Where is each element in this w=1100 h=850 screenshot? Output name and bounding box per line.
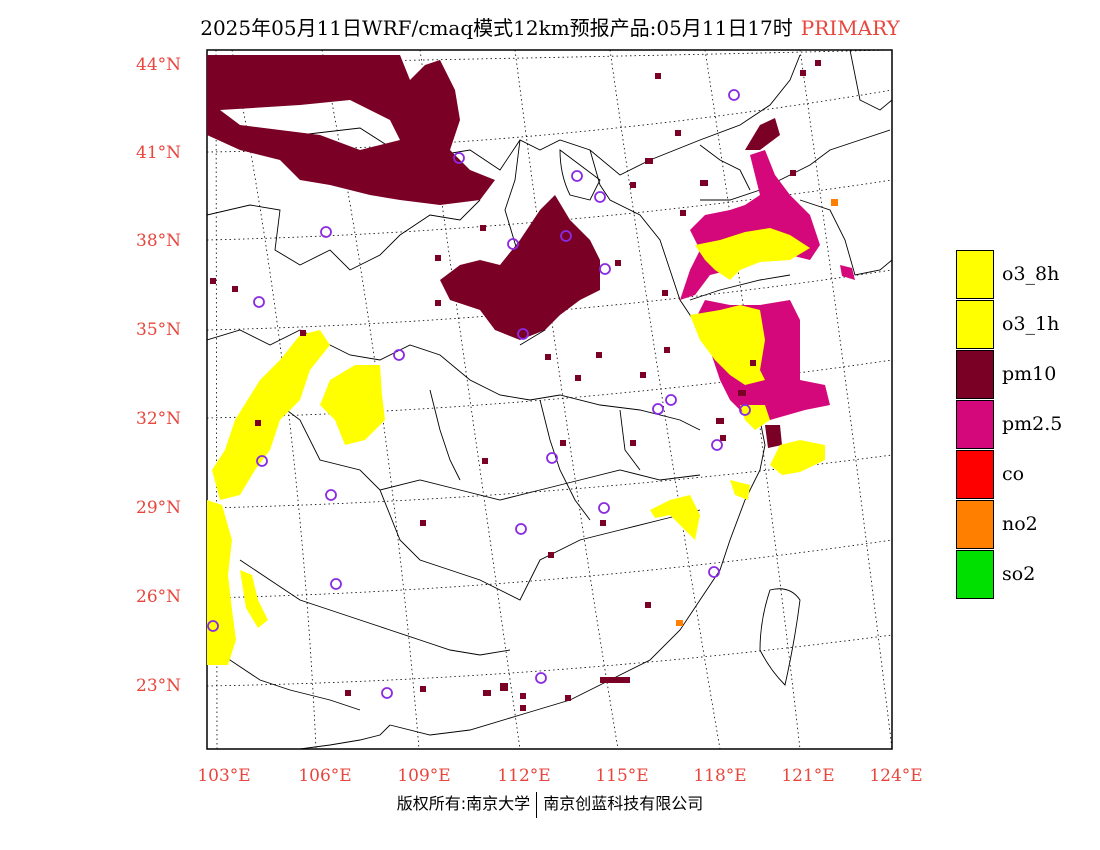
lon-label-106e: 106°E (298, 766, 352, 786)
pm10-inner-mongolia (207, 55, 495, 205)
pm10-liaoning (745, 118, 780, 150)
legend-swatch-no2 (956, 499, 994, 549)
legend-swatch-o3-8h (956, 249, 994, 299)
lat-label-32n: 32°N (136, 409, 182, 429)
legend-item-o3-8h: o3_8h (956, 249, 1062, 299)
pm10-regions (207, 55, 782, 632)
o3-sichuan-center (320, 365, 385, 445)
o3-regions (207, 228, 825, 665)
legend-item-no2: no2 (956, 499, 1062, 549)
o3-fujian (730, 480, 750, 500)
map-title: 2025年05月11日WRF/cmaq模式12km预报产品:05月11日17时 P… (0, 12, 1100, 41)
legend: o3_8h o3_1h pm10 pm2.5 co no2 so2 (956, 249, 1062, 599)
o3-jiangxi (650, 495, 700, 540)
legend-item-pm10: pm10 (956, 349, 1062, 399)
legend-label-o3-8h: o3_8h (1002, 263, 1060, 285)
o3-anhui-south (740, 405, 770, 430)
legend-swatch-o3-1h (956, 299, 994, 349)
o3-yunnan-b (240, 570, 268, 628)
lat-label-26n: 26°N (136, 587, 182, 607)
lon-label-124e: 124°E (869, 766, 923, 786)
lon-label-121e: 121°E (781, 766, 835, 786)
lon-label-112e: 112°E (497, 766, 551, 786)
pm10-specks (210, 60, 821, 711)
lon-label-115e: 115°E (595, 766, 649, 786)
lon-label-109e: 109°E (397, 766, 451, 786)
lat-label-38n: 38°N (136, 231, 182, 251)
lon-label-118e: 118°E (693, 766, 747, 786)
legend-swatch-pm10 (956, 349, 994, 399)
footer-separator (536, 791, 538, 818)
pm10-shanghai (765, 425, 782, 448)
title-tag: PRIMARY (800, 16, 900, 40)
footer-left: 版权所有:南京大学 (396, 794, 531, 813)
o3-sichuan-west (212, 330, 330, 500)
copyright-footer: 版权所有:南京大学 南京创蓝科技有限公司 (0, 790, 1100, 818)
lon-label-103e: 103°E (197, 766, 251, 786)
lat-label-41n: 41°N (136, 143, 182, 163)
legend-label-o3-1h: o3_1h (1002, 313, 1060, 335)
lat-label-23n: 23°N (136, 676, 182, 696)
footer-right: 南京创蓝科技有限公司 (543, 794, 704, 813)
legend-item-o3-1h: o3_1h (956, 299, 1062, 349)
o3-shandong-jiangsu (695, 228, 810, 280)
no2-speck-south (676, 620, 683, 626)
city-markers (207, 89, 751, 699)
legend-label-no2: no2 (1002, 513, 1038, 535)
legend-label-co: co (1002, 463, 1025, 485)
legend-item-co: co (956, 449, 1062, 499)
lat-label-29n: 29°N (136, 498, 182, 518)
o3-yunnan-west (207, 500, 236, 665)
lat-label-44n: 44°N (136, 55, 182, 75)
o3-jiangsu-south (690, 305, 765, 385)
no2-speck-north (831, 199, 838, 206)
legend-item-pm25: pm2.5 (956, 399, 1062, 449)
legend-swatch-pm25 (956, 399, 994, 449)
legend-item-so2: so2 (956, 549, 1062, 599)
lat-label-35n: 35°N (136, 320, 182, 340)
legend-swatch-so2 (956, 549, 994, 599)
o3-zhejiang (770, 440, 825, 475)
legend-label-pm25: pm2.5 (1002, 413, 1063, 435)
legend-swatch-co (956, 449, 994, 499)
title-main: 2025年05月11日WRF/cmaq模式12km预报产品:05月11日17时 (200, 16, 793, 40)
boundaries (207, 50, 892, 749)
pm10-north-china (440, 195, 600, 340)
pm25-east-dot (840, 265, 855, 280)
legend-label-pm10: pm10 (1002, 363, 1057, 385)
legend-label-so2: so2 (1002, 563, 1036, 585)
